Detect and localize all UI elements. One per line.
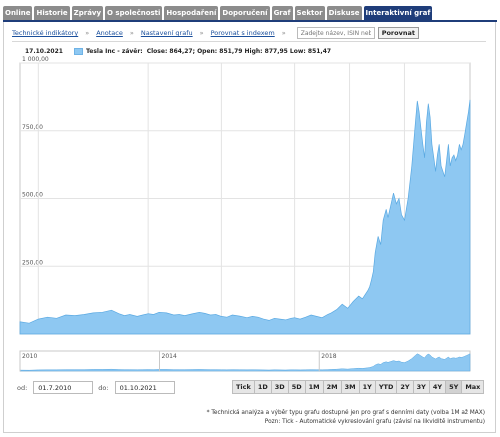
compare-button[interactable]: Porovnat bbox=[377, 27, 419, 39]
zoom-button-max[interactable]: Max bbox=[461, 380, 485, 394]
toolbar-separator: » bbox=[129, 29, 134, 37]
zoom-button-1m[interactable]: 1M bbox=[304, 380, 324, 394]
tab-diskuse[interactable]: Diskuse bbox=[326, 6, 362, 20]
tab-historie[interactable]: Historie bbox=[34, 6, 70, 20]
tab-sektor[interactable]: Sektor bbox=[294, 6, 325, 20]
zoom-button-group: Tick 1D 3D 5D 1M 2M 3M 1Y YTD 2Y 3Y 4Y 5Y Max bbox=[232, 380, 485, 394]
chart-notes: * Technická analýza a výběr typu grafu d… bbox=[207, 409, 485, 427]
zoom-button-1y[interactable]: 1Y bbox=[358, 380, 376, 394]
zoom-button-5d[interactable]: 5D bbox=[287, 380, 306, 394]
y-tick-label: 1 000,00 bbox=[22, 56, 49, 63]
chart-toolbar: Technické indikátory » Anotace » Nastave… bbox=[12, 27, 419, 39]
compare-search-input[interactable] bbox=[296, 27, 375, 39]
tab-o-spole-nosti[interactable]: O společnosti bbox=[105, 6, 163, 20]
series-area bbox=[19, 99, 471, 335]
legend-values: Close: 864,27; Open: 851,79 High: 877,95… bbox=[146, 47, 332, 55]
chart-legend: 17.10.2021 Tesla Inc - závěr: Close: 864… bbox=[25, 46, 331, 56]
to-date-input[interactable] bbox=[114, 381, 175, 394]
technical-indicators-link[interactable]: Technické indikátory bbox=[12, 29, 79, 37]
toolbar-separator: » bbox=[85, 29, 90, 37]
chart-settings-link[interactable]: Nastavení grafu bbox=[140, 29, 193, 37]
y-tick-label: 250,00 bbox=[22, 259, 43, 266]
navigator-year-label: 2010 bbox=[22, 353, 37, 360]
zoom-button-3y[interactable]: 3Y bbox=[412, 380, 430, 394]
from-date-input[interactable] bbox=[33, 381, 94, 394]
note-line-2: Pozn: Tick - Automatické vykreslování gr… bbox=[264, 419, 485, 425]
legend-date: 17.10.2021 bbox=[25, 47, 63, 55]
zoom-button-2y[interactable]: 2Y bbox=[396, 380, 414, 394]
content-panel bbox=[3, 22, 496, 433]
tab-zpr-vy[interactable]: Zprávy bbox=[71, 6, 104, 20]
tab-online[interactable]: Online bbox=[3, 6, 33, 20]
legend-swatch bbox=[73, 47, 83, 55]
navigator-year-label: 2018 bbox=[321, 353, 336, 360]
toolbar-separator: » bbox=[281, 29, 286, 37]
tab-underline bbox=[3, 20, 497, 22]
zoom-button-ytd[interactable]: YTD bbox=[374, 380, 398, 394]
legend-series-label: Tesla Inc - závěr: bbox=[85, 47, 143, 55]
tab-bar: Online Historie Zprávy O společnosti Hospoda… bbox=[3, 6, 433, 20]
navigator-area bbox=[19, 353, 471, 372]
y-tick-label: 500,00 bbox=[22, 192, 43, 199]
from-label: od: bbox=[17, 383, 28, 392]
toolbar-divider bbox=[12, 41, 486, 42]
note-line-1: * Technická analýza a výběr typu grafu d… bbox=[206, 410, 485, 416]
annotation-link[interactable]: Anotace bbox=[96, 29, 123, 37]
tab-doporu-en[interactable]: Doporučení bbox=[220, 6, 270, 20]
zoom-button-3d[interactable]: 3D bbox=[270, 380, 289, 394]
y-tick-label: 750,00 bbox=[22, 124, 43, 131]
zoom-button-tick[interactable]: Tick bbox=[232, 380, 255, 394]
navigator-chart[interactable]: 2010 2014 2018 bbox=[0, 349, 500, 373]
zoom-button-1d[interactable]: 1D bbox=[253, 380, 272, 394]
compare-index-link[interactable]: Porovnat s indexem bbox=[210, 29, 275, 37]
zoom-button-3m[interactable]: 3M bbox=[340, 380, 360, 394]
date-range: od: do: bbox=[17, 381, 175, 394]
tab-graf[interactable]: Graf bbox=[271, 6, 293, 20]
toolbar-separator: » bbox=[199, 29, 204, 37]
tab-interaktivn-graf[interactable]: Interaktivní graf bbox=[363, 6, 433, 20]
zoom-button-4y[interactable]: 4Y bbox=[428, 380, 447, 394]
to-label: do: bbox=[98, 383, 109, 392]
navigator-year-label: 2014 bbox=[162, 353, 177, 360]
zoom-button-5y[interactable]: 5Y bbox=[445, 380, 463, 394]
tab-hospoda-en[interactable]: Hospodaření bbox=[164, 6, 219, 20]
zoom-button-2m[interactable]: 2M bbox=[322, 380, 342, 394]
